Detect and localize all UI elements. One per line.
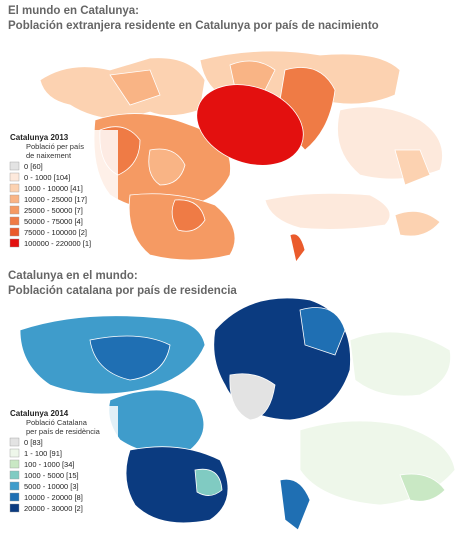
map-2014	[19, 297, 456, 531]
legend-label: 0 - 1000 [104]	[24, 173, 70, 182]
legend-box	[6, 406, 118, 523]
legend-label: 1 - 100 [91]	[24, 449, 62, 458]
legend-label: 100 - 1000 [34]	[24, 460, 74, 469]
panel-title: El mundo en Catalunya:	[8, 5, 139, 17]
legend-label: 1000 - 5000 [15]	[24, 471, 79, 480]
legend-swatch	[9, 161, 20, 171]
legend-label: 10000 - 20000 [8]	[24, 493, 83, 502]
legend-label: 0 [83]	[24, 438, 43, 447]
legend-label: 0 [60]	[24, 162, 43, 171]
legend-subtitle: de naixement	[26, 151, 72, 160]
legend-swatch	[9, 470, 20, 480]
legend-subtitle: Població per país	[26, 142, 84, 151]
legend-swatch	[9, 503, 20, 513]
legend-swatch	[9, 216, 20, 226]
legend-label: 20000 - 30000 [2]	[24, 504, 83, 513]
legend-title: Catalunya 2014	[10, 409, 69, 418]
legend-label: 1000 - 10000 [41]	[24, 184, 83, 193]
legend-label: 50000 - 75000 [4]	[24, 217, 83, 226]
legend-box	[6, 130, 118, 258]
legend-swatch	[9, 459, 20, 469]
legend-swatch	[9, 194, 20, 204]
map-2013	[39, 50, 443, 263]
panel-subtitle: Población extranjera residente en Catalu…	[8, 20, 379, 32]
panel-title: Catalunya en el mundo:	[8, 270, 138, 282]
legend-subtitle: Població Catalana	[26, 418, 88, 427]
legend-label: 75000 - 100000 [2]	[24, 228, 87, 237]
legend-swatch	[9, 492, 20, 502]
legend-swatch	[9, 227, 20, 237]
legend-label: 25000 - 50000 [7]	[24, 206, 83, 215]
legend-swatch	[9, 481, 20, 491]
panel-subtitle: Población catalana por país de residenci…	[8, 285, 237, 297]
legend-label: 10000 - 25000 [17]	[24, 195, 87, 204]
legend-label: 100000 - 220000 [1]	[24, 239, 91, 248]
legend-title: Catalunya 2013	[10, 133, 69, 142]
legend-subtitle: per país de residència	[26, 427, 101, 436]
legend-swatch	[9, 238, 20, 248]
legend-swatch	[9, 205, 20, 215]
legend-swatch	[9, 183, 20, 193]
legend-swatch	[9, 448, 20, 458]
legend-label: 5000 - 10000 [3]	[24, 482, 79, 491]
legend-swatch	[9, 437, 20, 447]
legend-swatch	[9, 172, 20, 182]
